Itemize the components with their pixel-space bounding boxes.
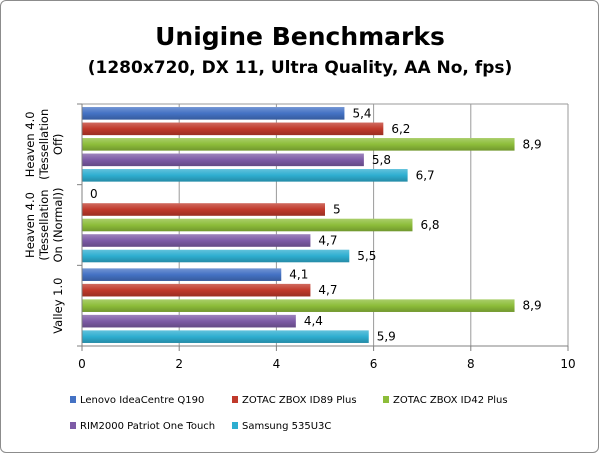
- category-labels: Heaven 4.0 (Tessellation Off)Heaven 4.0 (Te…: [23, 109, 65, 334]
- data-labels: 5,4 6,2 8,9 5,8 6,7 0 5 6,8 4,7 5,5 4,1 4,7 8,9 4,4 5,…: [90, 106, 542, 343]
- chart-title: Unigine Benchmarks: [155, 22, 445, 51]
- bar: [82, 203, 325, 216]
- data-label: 4,4: [304, 314, 323, 328]
- bar: [82, 330, 369, 343]
- bar: [82, 122, 384, 136]
- legend-swatch: [232, 396, 238, 403]
- category-label: Heaven 4.0: [23, 111, 37, 177]
- axes: [77, 103, 569, 351]
- x-tick-label: 0: [78, 357, 86, 371]
- data-label: 4,7: [318, 234, 337, 248]
- data-label: 6,7: [416, 168, 435, 182]
- bar: [82, 234, 311, 247]
- legend-label: Lenovo IdeaCentre Q190: [80, 395, 204, 406]
- category-label: (Tessellation: [37, 189, 51, 260]
- legend: Lenovo IdeaCentre Q190 ZOTAC ZBOX ID89 Pl…: [70, 395, 508, 432]
- legend-label: ZOTAC ZBOX ID42 Plus: [393, 395, 508, 406]
- data-label: 6,8: [420, 218, 439, 232]
- data-label: 8,9: [523, 137, 542, 151]
- x-tick-labels: 0 2 4 6 8 10: [78, 357, 575, 371]
- x-tick-label: 10: [560, 357, 575, 371]
- category-label: Valley 1.0: [51, 278, 65, 334]
- legend-label: Samsung 535U3C: [242, 421, 331, 432]
- category-label: (Tessellation: [37, 109, 51, 180]
- data-label: 5,4: [352, 106, 371, 120]
- x-tick-label: 8: [467, 357, 475, 371]
- bar: [82, 138, 515, 151]
- data-label: 0: [90, 187, 98, 201]
- bar: [82, 299, 515, 312]
- bar: [82, 107, 345, 120]
- category-label: Heaven 4.0: [23, 192, 37, 258]
- data-label: 8,9: [523, 299, 542, 313]
- bar: [82, 169, 408, 182]
- bar: [82, 268, 282, 281]
- category-label: Off): [51, 134, 65, 155]
- data-label: 5,8: [372, 153, 391, 167]
- category-label: On (Normal)): [51, 187, 65, 262]
- bar: [82, 218, 413, 232]
- x-tick-label: 4: [273, 357, 281, 371]
- bar: [82, 314, 296, 328]
- data-label: 6,2: [391, 122, 410, 136]
- data-label: 4,1: [289, 268, 308, 282]
- legend-swatch: [70, 422, 76, 429]
- bars-group: [82, 107, 515, 343]
- x-tick-label: 6: [370, 357, 378, 371]
- legend-swatch: [70, 396, 76, 403]
- chart-subtitle: (1280x720, DX 11, Ultra Quality, AA No, …: [88, 58, 513, 78]
- x-tick-label: 2: [175, 357, 183, 371]
- data-label: 5,5: [357, 249, 376, 263]
- legend-swatch: [232, 422, 238, 429]
- legend-label: ZOTAC ZBOX ID89 Plus: [242, 395, 357, 406]
- bar: [82, 283, 311, 297]
- data-label: 4,7: [318, 283, 337, 297]
- legend-swatch: [383, 396, 389, 403]
- data-label: 5: [333, 203, 341, 217]
- bar: [82, 153, 364, 167]
- bar: [82, 249, 350, 263]
- data-label: 5,9: [377, 330, 396, 344]
- legend-label: RIM2000 Patriot One Touch: [80, 421, 215, 432]
